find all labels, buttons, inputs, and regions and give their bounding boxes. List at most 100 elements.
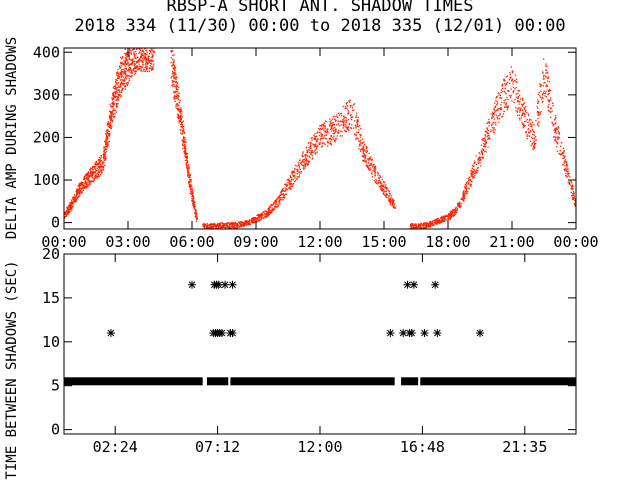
delta-amp-point	[447, 215, 450, 218]
delta-amp-point	[134, 62, 136, 65]
delta-amp-point	[177, 109, 180, 111]
delta-amp-point	[117, 75, 119, 77]
delta-amp-point	[566, 161, 568, 163]
delta-amp-point	[175, 86, 178, 88]
delta-amp-point	[127, 75, 129, 77]
delta-amp-point	[478, 152, 480, 154]
delta-amp-point	[530, 124, 532, 126]
delta-amp-point	[245, 224, 247, 226]
delta-amp-point	[507, 105, 509, 107]
delta-amp-point	[550, 107, 553, 109]
delta-amp-point	[151, 36, 152, 37]
delta-amp-point	[72, 203, 74, 205]
delta-amp-point	[105, 142, 107, 144]
delta-amp-point	[380, 182, 382, 185]
delta-amp-point	[531, 137, 534, 140]
delta-amp-point	[469, 179, 472, 182]
delta-amp-point	[87, 185, 89, 187]
delta-amp-point	[172, 63, 174, 65]
delta-amp-point	[228, 227, 231, 229]
delta-amp-point	[67, 213, 69, 216]
delta-amp-point	[170, 57, 172, 59]
delta-amp-point	[300, 170, 302, 173]
delta-amp-point	[392, 206, 395, 209]
delta-amp-point	[492, 129, 494, 132]
delta-amp-point	[542, 100, 544, 103]
delta-amp-point	[124, 70, 126, 72]
delta-amp-point	[139, 38, 140, 39]
delta-amp-point	[548, 88, 551, 90]
delta-amp-point	[151, 61, 153, 63]
delta-amp-point	[296, 173, 298, 175]
delta-amp-point	[324, 134, 326, 136]
delta-amp-point	[229, 227, 231, 229]
delta-amp-point	[143, 55, 145, 57]
delta-amp-point	[359, 145, 361, 147]
delta-amp-point	[188, 183, 190, 185]
delta-amp-point	[333, 135, 335, 137]
delta-amp-point	[82, 189, 84, 192]
delta-amp-point	[90, 183, 92, 185]
delta-amp-point	[72, 199, 74, 201]
delta-amp-point	[310, 137, 312, 139]
delta-amp-point	[360, 128, 362, 130]
delta-amp-point	[453, 211, 456, 214]
delta-amp-point	[375, 178, 377, 180]
delta-amp-point	[542, 92, 545, 94]
delta-amp-point	[140, 65, 142, 68]
delta-amp-point	[98, 161, 100, 163]
time-between-point	[433, 329, 442, 338]
delta-amp-point	[151, 49, 153, 52]
delta-amp-point	[482, 142, 485, 145]
delta-amp-point	[330, 144, 333, 146]
delta-amp-point	[226, 223, 229, 225]
delta-amp-point	[107, 129, 109, 132]
delta-amp-point	[505, 76, 507, 78]
delta-amp-point	[143, 68, 145, 70]
delta-amp-point	[317, 138, 319, 140]
delta-amp-point	[125, 76, 127, 78]
delta-amp-point	[460, 205, 462, 207]
delta-amp-point	[382, 184, 384, 186]
delta-amp-point	[459, 206, 461, 208]
delta-amp-point	[126, 55, 128, 58]
delta-amp-point	[138, 60, 141, 62]
delta-amp-point	[212, 225, 214, 228]
delta-amp-point	[557, 136, 560, 138]
delta-amp-point	[541, 96, 543, 99]
delta-amp-point	[253, 222, 255, 224]
delta-amp-point	[298, 163, 300, 165]
delta-amp-point	[103, 159, 105, 161]
delta-amp-point	[173, 61, 175, 63]
delta-amp-point	[128, 56, 130, 58]
delta-amp-point	[140, 41, 141, 42]
delta-amp-point	[80, 184, 83, 186]
delta-amp-point	[315, 135, 317, 138]
delta-amp-point	[114, 95, 117, 98]
time-between-point	[420, 329, 429, 338]
delta-amp-point	[332, 132, 334, 135]
delta-amp-point	[393, 199, 395, 202]
delta-amp-point	[525, 120, 527, 122]
delta-amp-point	[74, 200, 76, 202]
delta-amp-point	[554, 114, 557, 117]
delta-amp-point	[563, 162, 566, 164]
delta-amp-point	[448, 213, 450, 215]
delta-amp-point	[333, 132, 336, 135]
delta-amp-point	[305, 158, 307, 160]
delta-amp-point	[520, 117, 522, 119]
delta-amp-point	[105, 134, 108, 136]
delta-amp-point	[138, 37, 139, 38]
delta-amp-point	[470, 179, 472, 181]
delta-amp-point	[228, 223, 231, 226]
delta-amp-point	[147, 55, 150, 57]
delta-amp-point	[133, 41, 134, 42]
delta-amp-point	[78, 183, 80, 185]
delta-amp-point	[127, 56, 129, 58]
delta-amp-point	[363, 143, 366, 146]
delta-amp-point	[544, 92, 547, 94]
delta-amp-point	[367, 165, 369, 167]
delta-amp-point	[129, 48, 131, 51]
delta-amp-point	[508, 94, 511, 97]
delta-amp-point	[151, 67, 154, 69]
